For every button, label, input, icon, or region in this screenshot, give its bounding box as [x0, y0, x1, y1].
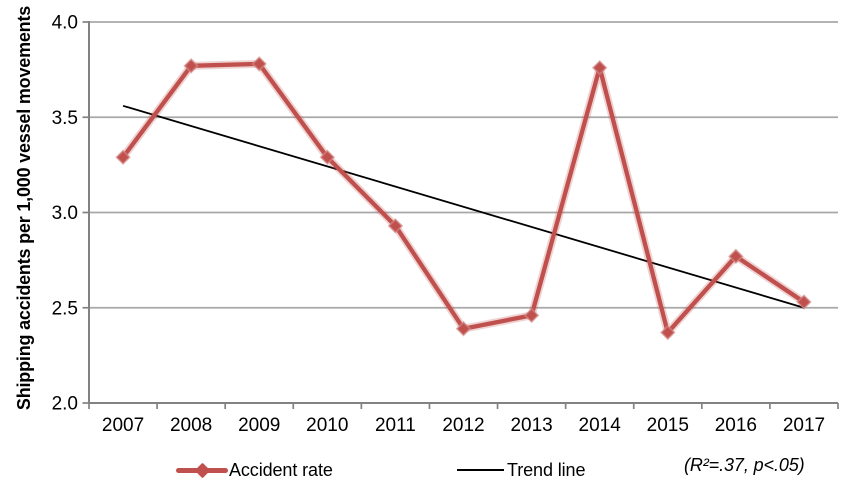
legend-label-trend-line: Trend line: [507, 459, 586, 480]
data-point-marker-2012: [455, 320, 472, 337]
x-tick-label-2008: 2008: [170, 415, 212, 436]
data-point-marker-2016: [728, 248, 744, 265]
y-tick-label-2.0: 2.0: [52, 394, 78, 415]
diamond-marker-icon: [194, 462, 210, 478]
y-tick-label-2.5: 2.5: [52, 298, 78, 319]
x-tick-label-2017: 2017: [783, 415, 825, 436]
data-point-marker-2011: [387, 218, 404, 234]
x-tick-label-2011: 2011: [375, 415, 416, 436]
data-point-marker-2008: [183, 58, 199, 74]
legend-item-accident-rate: Accident rate: [176, 459, 333, 481]
data-point-marker-2007: [115, 149, 131, 166]
legend-item-trend-line: Trend line: [457, 459, 585, 481]
accident-rate-line-sample: [176, 462, 228, 478]
y-tick-label-3.0: 3.0: [52, 203, 78, 224]
data-point-marker-2015: [660, 324, 676, 341]
x-tick-label-2012: 2012: [442, 415, 484, 436]
plot-area: 4.0 3.5 3.0 2.5 2.0 2007 2008 2009 2010 2011 2012 2…: [52, 13, 839, 436]
legend-label-accident-rate: Accident rate: [229, 459, 333, 480]
x-tick-label-2010: 2010: [306, 415, 348, 436]
trend-line-sample: [457, 469, 504, 471]
data-point-marker-2009: [251, 56, 267, 72]
y-tick-label-4.0: 4.0: [52, 13, 78, 34]
x-tick-label-2016: 2016: [715, 415, 757, 436]
x-tick-label-2014: 2014: [579, 415, 622, 436]
data-point-marker-2014: [591, 59, 608, 76]
data-point-marker-2017: [796, 294, 812, 310]
data-point-marker-2010: [319, 149, 336, 166]
stats-annotation: (R²=.37, p<.05): [684, 455, 805, 475]
x-tick-label-2007: 2007: [102, 415, 144, 436]
trend-line: [122, 104, 805, 309]
y-tick-label-3.5: 3.5: [52, 108, 78, 129]
data-point-marker-2013: [523, 307, 540, 324]
x-tick-label-2013: 2013: [510, 415, 552, 436]
x-tick-label-2015: 2015: [647, 415, 689, 436]
x-tick-label-2009: 2009: [238, 415, 280, 436]
accident-rate-line: [120, 61, 807, 335]
